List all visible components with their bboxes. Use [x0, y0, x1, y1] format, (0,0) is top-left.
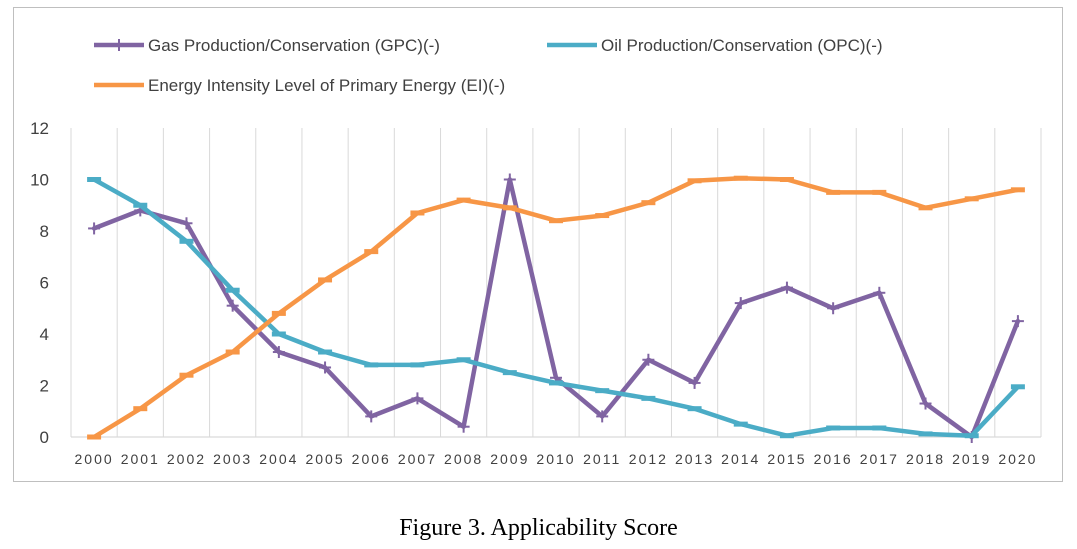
- x-tick-label: 2018: [906, 451, 945, 467]
- series-3: [87, 175, 1025, 440]
- legend: Gas Production/Conservation (GPC)(-) Oil …: [94, 36, 883, 95]
- x-tick-label: 2003: [213, 451, 252, 467]
- y-tick-label: 0: [40, 428, 49, 447]
- x-tick-label: 2005: [305, 451, 344, 467]
- x-tick-label: 2008: [444, 451, 483, 467]
- y-tick-label: 6: [40, 274, 49, 293]
- legend-label: Gas Production/Conservation (GPC)(-): [148, 36, 440, 55]
- y-tick-label: 10: [30, 171, 49, 190]
- series-1: [88, 173, 1024, 443]
- x-tick-label: 2014: [721, 451, 760, 467]
- x-tick-label: 2013: [675, 451, 714, 467]
- x-tick-label: 2016: [814, 451, 853, 467]
- x-tick-label: 2007: [398, 451, 437, 467]
- data-point: [226, 299, 239, 312]
- data-point: [319, 361, 332, 374]
- x-tick-label: 2004: [259, 451, 298, 467]
- legend-label: Energy Intensity Level of Primary Energy…: [148, 76, 505, 95]
- x-tick-label: 2009: [490, 451, 529, 467]
- x-tick-label: 2019: [952, 451, 991, 467]
- x-tick-label: 2017: [860, 451, 899, 467]
- x-tick-label: 2001: [121, 451, 160, 467]
- x-tick-label: 2010: [536, 451, 575, 467]
- data-point: [503, 173, 516, 186]
- legend-item: Oil Production/Conservation (OPC)(-): [547, 36, 883, 55]
- legend-item: Energy Intensity Level of Primary Energy…: [94, 76, 505, 95]
- data-point: [596, 410, 609, 423]
- figure-caption: Figure 3. Applicability Score: [399, 515, 678, 541]
- data-point: [411, 392, 424, 405]
- x-tick-label: 2006: [352, 451, 391, 467]
- data-point: [1011, 315, 1024, 328]
- y-axis-ticks: 0 2 4 6 8 10 12: [30, 119, 49, 447]
- chart: Gas Production/Conservation (GPC)(-) Oil …: [30, 36, 1042, 467]
- data-point: [873, 286, 886, 299]
- data-point: [919, 397, 932, 410]
- x-tick-label: 2000: [75, 451, 114, 467]
- y-tick-label: 12: [30, 119, 49, 138]
- data-point: [688, 376, 701, 389]
- data-point: [642, 353, 655, 366]
- gridlines: [70, 128, 1042, 437]
- series-group: [87, 173, 1025, 443]
- x-axis-ticks: 2000 2001 2002 2003 2004 2005 2006 2007 2008 2009…: [75, 451, 1037, 467]
- x-tick-label: 2002: [167, 451, 206, 467]
- x-tick-label: 2020: [998, 451, 1037, 467]
- x-tick-label: 2015: [767, 451, 806, 467]
- legend-item: Gas Production/Conservation (GPC)(-): [94, 36, 440, 55]
- data-point: [780, 281, 793, 294]
- chart-frame: Gas Production/Conservation (GPC)(-) Oil …: [13, 7, 1063, 482]
- x-tick-label: 2011: [583, 451, 621, 467]
- data-point: [272, 346, 285, 359]
- y-tick-label: 8: [40, 222, 49, 241]
- series-2: [87, 177, 1025, 439]
- legend-label: Oil Production/Conservation (OPC)(-): [601, 36, 883, 55]
- data-point: [365, 410, 378, 423]
- y-tick-label: 4: [40, 325, 49, 344]
- data-point: [180, 217, 193, 230]
- x-tick-label: 2012: [629, 451, 668, 467]
- data-point: [734, 297, 747, 310]
- data-point: [88, 222, 101, 235]
- data-point: [827, 302, 840, 315]
- data-point: [457, 420, 470, 433]
- y-tick-label: 2: [40, 377, 49, 396]
